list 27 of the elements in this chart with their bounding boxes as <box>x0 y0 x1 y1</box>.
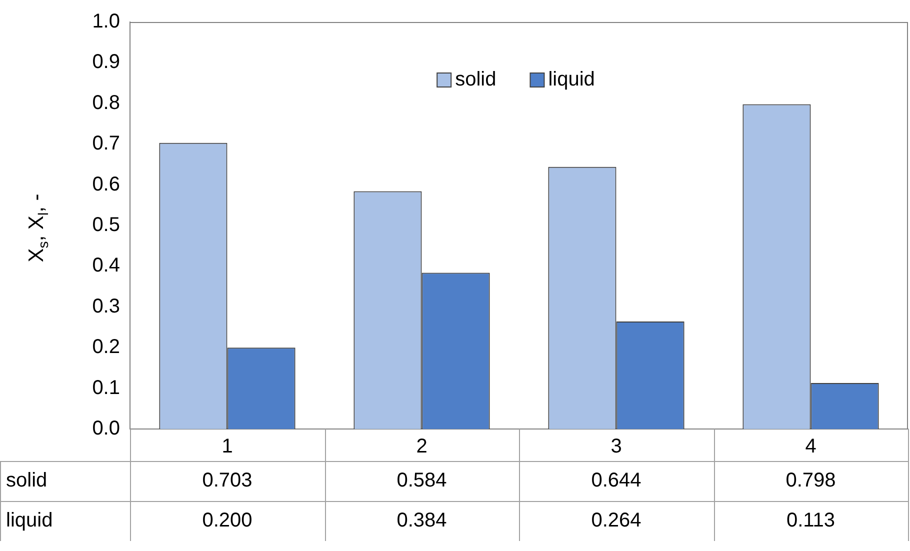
data-label: 0.264 <box>591 510 642 532</box>
data-label: 0.384 <box>396 510 447 532</box>
text: liquid <box>6 510 53 532</box>
y-tick-label: 0.5 <box>92 214 120 236</box>
y-tick-label: 0.2 <box>92 336 120 358</box>
y-tick-label: 0.0 <box>92 418 120 440</box>
text: solid <box>6 470 48 492</box>
data-label: 0.703 <box>202 470 252 492</box>
y-tick-label: 0.8 <box>92 92 120 114</box>
y-tick-label: 0.4 <box>92 254 120 277</box>
data-label: 0.644 <box>591 470 642 492</box>
x-tick-label: 2 <box>416 436 428 458</box>
data-label: 0.584 <box>396 470 447 492</box>
data-label: 0.200 <box>202 510 252 532</box>
y-tick-label: 0.3 <box>92 295 120 318</box>
y-tick-label: 0.6 <box>92 173 120 196</box>
x-tick-label: 1 <box>222 436 233 458</box>
x-tick-label: 3 <box>610 436 622 458</box>
legend-label: solid <box>455 68 496 91</box>
y-tick-label: 1.0 <box>92 10 120 33</box>
y-tick-label: 0.7 <box>92 132 120 155</box>
x-tick-label: 4 <box>805 436 816 458</box>
y-tick-label: 0.9 <box>92 51 120 74</box>
data-label: 0.113 <box>786 510 836 532</box>
legend-label: liquid <box>548 68 595 91</box>
data-label: 0.798 <box>786 470 836 492</box>
y-tick-label: 0.1 <box>92 376 120 399</box>
